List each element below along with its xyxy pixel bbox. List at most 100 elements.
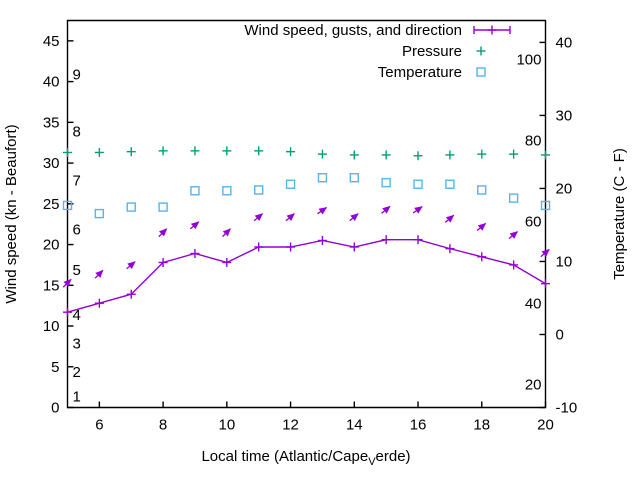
- x-tick-label: 14: [346, 417, 363, 434]
- x-tick-label: 10: [218, 417, 235, 434]
- left-tick-label: 15: [43, 277, 60, 294]
- right-tick-label: 0: [556, 326, 564, 343]
- temperature-point: [190, 186, 200, 196]
- temperature-point: [94, 208, 105, 219]
- wind-speed-point: [158, 257, 168, 267]
- left-tick-label: 5: [51, 359, 59, 376]
- fahrenheit-label: 100: [516, 51, 541, 68]
- x-tick-label: 16: [410, 417, 427, 434]
- wind-direction-arrow: [317, 206, 328, 215]
- wind-direction-arrow: [381, 205, 391, 214]
- legend-label: Pressure: [402, 43, 462, 60]
- fahrenheit-label: 20: [525, 376, 542, 393]
- wind-direction-arrow: [285, 213, 295, 222]
- right-axis-ticks: -10 0 10 20 30 40: [539, 34, 578, 417]
- beaufort-label: 2: [73, 364, 81, 381]
- wind-direction-arrow: [189, 221, 200, 230]
- temperature-point: [477, 185, 487, 195]
- pressure-series: [63, 146, 550, 161]
- wind-direction-arrow: [508, 231, 518, 240]
- pressure-point: [254, 146, 264, 156]
- fahrenheit-label: 80: [525, 133, 542, 150]
- pressure-point: [445, 150, 455, 160]
- temperature-point: [508, 193, 519, 203]
- left-tick-label: 40: [43, 74, 60, 91]
- wind-speed-line: [67, 238, 546, 313]
- beaufort-label: 3: [73, 335, 81, 352]
- wind-speed-point: [445, 244, 455, 254]
- right-tick-label: 30: [556, 107, 573, 124]
- wind-direction-arrow: [253, 213, 264, 222]
- wind-speed-point: [254, 242, 264, 252]
- wind-speed-point: [222, 257, 232, 267]
- wind-speed-point: [349, 242, 359, 252]
- beaufort-label: 8: [73, 123, 81, 140]
- pressure-point: [541, 150, 550, 160]
- left-y-axis-title: Wind speed (kn - Beaufort): [3, 124, 20, 303]
- wind-direction-arrows: [62, 205, 550, 288]
- temperature-point: [222, 186, 232, 196]
- plot-frame: [66, 19, 547, 409]
- temperature-series: [62, 173, 551, 219]
- temperature-point: [253, 185, 264, 195]
- wind-speed-point: [63, 307, 72, 317]
- wind-direction-arrow: [94, 269, 104, 279]
- wind-direction-arrow: [476, 222, 487, 232]
- left-tick-label: 20: [43, 237, 60, 254]
- wind-speed-point: [126, 289, 136, 299]
- left-tick-label: 30: [43, 155, 60, 172]
- temperature-point: [381, 177, 391, 188]
- left-axis-ticks: 0 5 10 15 20 25 30 35 40 45: [43, 33, 74, 417]
- wind-speed-point: [509, 260, 519, 270]
- x-axis-title: Local time (Atlantic/CapeVerde): [201, 448, 410, 468]
- temperature-point: [62, 200, 73, 211]
- temperature-point: [317, 173, 328, 183]
- wind-direction-arrow: [126, 261, 136, 270]
- wind-speed-point: [94, 298, 104, 308]
- pressure-point: [190, 146, 200, 156]
- x-tick-label: 18: [473, 417, 490, 434]
- wind-direction-arrow: [540, 249, 550, 258]
- wind-speed-series: [63, 235, 550, 317]
- pressure-point: [317, 149, 327, 159]
- wind-speed-point: [541, 279, 550, 289]
- right-tick-label: 20: [556, 180, 573, 197]
- temperature-point: [540, 200, 551, 211]
- wind-direction-arrow: [444, 214, 455, 223]
- beaufort-label: 5: [73, 262, 81, 279]
- legend: Wind speed, gusts, and direction Pressure…: [244, 22, 511, 81]
- x-tick-label: 12: [282, 417, 299, 434]
- x-tick-label: 20: [537, 417, 554, 434]
- wind-speed-point: [317, 235, 327, 245]
- pressure-point: [381, 150, 391, 160]
- left-tick-label: 25: [43, 196, 60, 213]
- temperature-point: [445, 179, 455, 189]
- right-y-axis-title: Temperature (C - F): [611, 148, 628, 280]
- pressure-point: [63, 147, 72, 157]
- x-tick-label: 6: [95, 417, 103, 434]
- wind-direction-arrow: [349, 213, 359, 222]
- wind-direction-arrow: [412, 206, 423, 214]
- legend-label: Wind speed, gusts, and direction: [244, 22, 462, 39]
- wind-speed-point: [477, 252, 487, 262]
- x-axis-ticks: 6 8 10 12 14 16 18 20: [95, 401, 554, 434]
- temperature-point: [126, 202, 136, 212]
- right-tick-label: -10: [556, 400, 578, 417]
- pressure-point: [477, 149, 487, 159]
- pressure-point: [509, 149, 519, 159]
- beaufort-label: 6: [73, 221, 81, 238]
- pressure-point: [158, 146, 168, 156]
- pressure-point: [286, 147, 296, 157]
- beaufort-scale-labels: 1 2 3 4 5 6 7 8 9: [73, 66, 81, 405]
- legend-swatch: [473, 25, 511, 35]
- pressure-point: [349, 150, 359, 160]
- fahrenheit-label: 40: [525, 295, 542, 312]
- pressure-point: [126, 147, 136, 157]
- legend-swatch: [476, 67, 486, 77]
- x-tick-label: 8: [159, 417, 167, 434]
- beaufort-label: 7: [73, 172, 81, 189]
- pressure-point: [413, 151, 423, 161]
- wind-speed-point: [190, 249, 200, 259]
